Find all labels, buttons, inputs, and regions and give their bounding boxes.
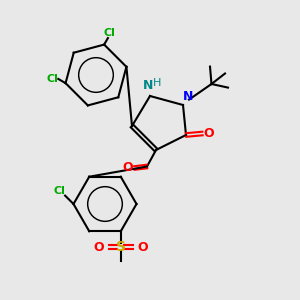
Text: O: O: [94, 241, 104, 254]
Text: Cl: Cl: [103, 28, 115, 38]
Text: O: O: [137, 241, 148, 254]
Text: N: N: [183, 90, 194, 103]
Text: N: N: [143, 80, 154, 92]
Text: S: S: [116, 240, 126, 254]
Text: Cl: Cl: [47, 74, 59, 84]
Text: O: O: [122, 161, 133, 174]
Text: Cl: Cl: [54, 186, 66, 196]
Text: O: O: [204, 127, 214, 140]
Text: H: H: [152, 77, 161, 88]
